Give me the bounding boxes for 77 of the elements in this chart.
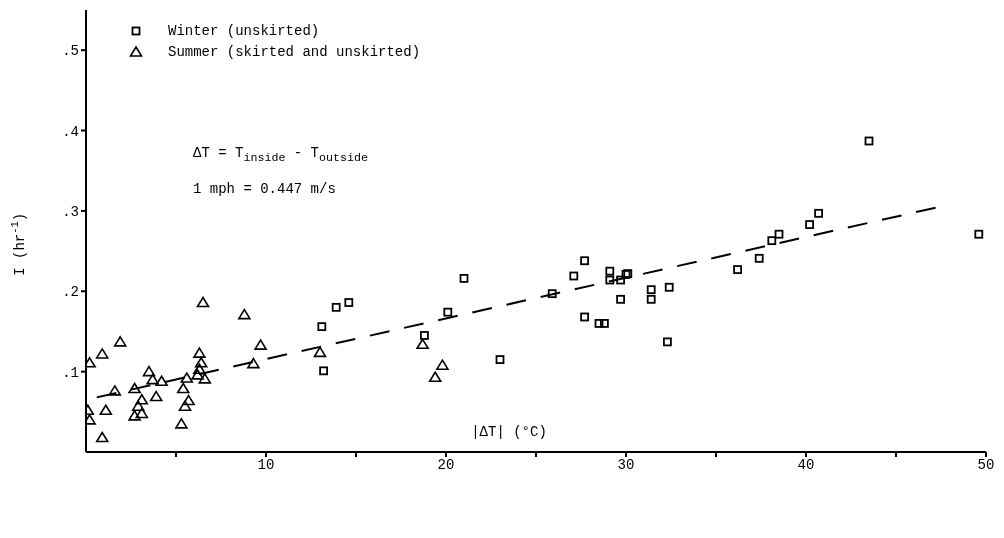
point <box>646 285 656 295</box>
y-tick-label: .5 <box>62 43 79 60</box>
point <box>495 355 505 364</box>
point <box>193 347 206 358</box>
x-axis-title: |ΔT| (°C) <box>471 424 547 440</box>
point <box>135 407 149 419</box>
point <box>95 348 109 359</box>
point <box>247 357 260 369</box>
point <box>580 256 589 266</box>
point <box>196 296 210 308</box>
point <box>974 229 984 239</box>
point <box>128 410 141 421</box>
y-tick-label: .4 <box>62 123 79 140</box>
legend-label: Winter (unskirted) <box>168 22 320 39</box>
point <box>569 271 579 281</box>
point <box>142 365 156 377</box>
point <box>146 373 159 385</box>
point <box>436 359 449 371</box>
point <box>128 382 141 394</box>
point <box>594 319 604 328</box>
point <box>767 236 777 246</box>
point <box>580 312 589 322</box>
point <box>182 394 195 406</box>
point <box>864 136 874 146</box>
point <box>175 418 188 429</box>
x-tick-label: 10 <box>257 456 275 473</box>
point <box>663 337 672 347</box>
y-tick-label: .2 <box>62 284 79 301</box>
point <box>155 375 168 387</box>
point <box>646 294 656 304</box>
point <box>416 338 429 350</box>
point <box>443 307 453 317</box>
legend-label: Summer (skirted and unskirted) <box>168 43 421 60</box>
point <box>178 400 192 411</box>
point <box>459 274 469 283</box>
point <box>420 331 429 340</box>
point <box>616 275 625 285</box>
point <box>600 319 609 328</box>
point <box>616 294 625 304</box>
x-tick-label: 50 <box>977 456 995 473</box>
point <box>331 302 341 312</box>
point <box>238 308 251 320</box>
point <box>198 373 212 384</box>
point <box>319 366 328 376</box>
point <box>95 431 109 443</box>
point <box>99 404 113 416</box>
point <box>344 298 354 307</box>
point <box>113 336 127 347</box>
point <box>733 265 742 274</box>
x-tick-label: 30 <box>617 456 635 473</box>
point <box>774 229 784 239</box>
x-tick-label: 20 <box>437 456 455 473</box>
point <box>131 400 145 411</box>
point <box>547 289 557 299</box>
annotation: 1 mph = 0.447 m/s <box>193 181 336 197</box>
y-tick-label: .1 <box>62 364 79 381</box>
point <box>754 253 764 263</box>
annotation: ΔT = T$_{inside}$ - T$_{outside}$ <box>193 145 368 165</box>
point <box>254 339 267 350</box>
point <box>194 357 208 368</box>
point <box>814 208 823 218</box>
point <box>193 363 206 375</box>
point <box>664 282 674 292</box>
point <box>176 382 190 394</box>
point <box>805 220 814 229</box>
point <box>317 322 327 332</box>
point <box>605 266 615 276</box>
point <box>149 390 163 402</box>
point <box>191 369 204 380</box>
point <box>180 372 194 383</box>
point <box>108 385 122 396</box>
y-tick-label: .3 <box>62 203 79 220</box>
point <box>135 393 149 405</box>
point <box>313 346 327 358</box>
point <box>428 371 442 383</box>
x-tick-label: 40 <box>797 456 815 473</box>
point <box>605 275 615 285</box>
